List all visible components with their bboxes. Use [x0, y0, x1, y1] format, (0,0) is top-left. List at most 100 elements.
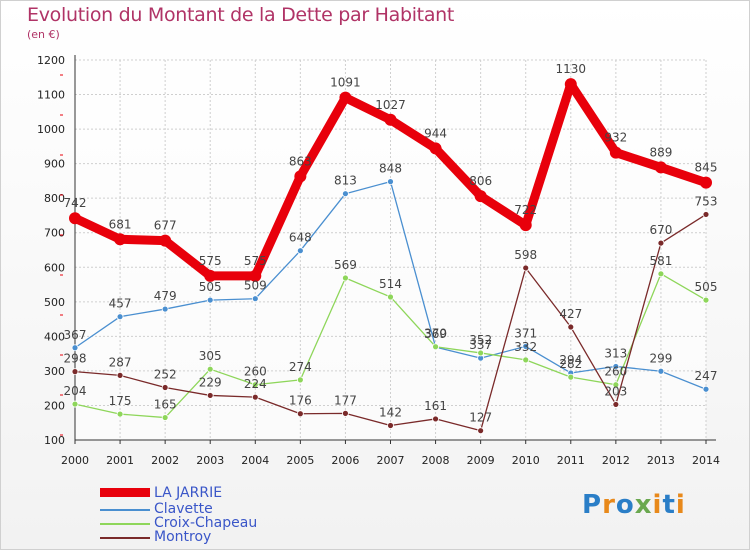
- data-label: 165: [154, 398, 177, 412]
- data-label: 203: [604, 384, 627, 398]
- data-point: [159, 234, 172, 247]
- data-point: [342, 274, 349, 282]
- data-label: 479: [154, 289, 177, 303]
- data-label: 598: [514, 248, 537, 262]
- data-point: [387, 293, 394, 301]
- x-tick-label: 2007: [377, 454, 405, 467]
- y-tick-label: 600: [44, 261, 65, 274]
- x-tick-label: 2013: [647, 454, 675, 467]
- y-tick-label: 800: [44, 192, 65, 205]
- data-label: 313: [604, 346, 627, 360]
- legend-swatch-la-jarrie: [100, 488, 150, 497]
- data-label: 176: [289, 394, 312, 408]
- data-label: 352: [469, 333, 492, 347]
- data-label: 224: [244, 377, 267, 391]
- data-label: 371: [514, 326, 537, 340]
- data-point: [522, 356, 530, 364]
- data-point: [116, 313, 124, 321]
- data-point: [161, 305, 169, 313]
- proxiti-logo: Proxiti: [582, 490, 686, 520]
- data-point: [612, 363, 620, 370]
- data-label: 648: [289, 231, 312, 245]
- data-point: [654, 161, 667, 174]
- data-point: [657, 239, 665, 247]
- x-tick-label: 2009: [467, 454, 495, 467]
- data-point: [296, 410, 304, 418]
- data-point: [296, 376, 304, 384]
- chart-title: Evolution du Montant de la Dette par Hab…: [27, 4, 455, 26]
- y-tick-label: 1100: [37, 89, 65, 102]
- x-tick-label: 2001: [106, 454, 134, 467]
- data-label: 575: [244, 254, 267, 268]
- legend-swatch-croix-chapeau: [100, 523, 150, 525]
- data-label: 260: [244, 365, 267, 379]
- y-tick-label: 100: [44, 434, 65, 447]
- x-tick-label: 2012: [602, 454, 630, 467]
- data-point: [429, 142, 442, 155]
- x-tick-label: 2006: [331, 454, 359, 467]
- data-label: 175: [109, 394, 132, 408]
- data-point: [657, 270, 665, 278]
- data-label: 367: [64, 328, 87, 342]
- data-label: 505: [199, 280, 222, 294]
- data-label: 806: [469, 174, 492, 188]
- data-label: 677: [154, 219, 177, 233]
- data-point: [71, 368, 79, 376]
- data-label: 509: [244, 279, 267, 293]
- y-tick-label: 500: [44, 296, 65, 309]
- data-point: [522, 342, 530, 350]
- series: [69, 78, 712, 435]
- data-point: [387, 422, 394, 429]
- data-point: [612, 401, 620, 408]
- data-label: 670: [649, 223, 672, 237]
- y-tick-label: 1200: [37, 54, 65, 67]
- data-point: [702, 211, 710, 218]
- data-label: 848: [379, 162, 402, 176]
- data-point: [387, 178, 394, 186]
- data-point: [69, 212, 81, 225]
- data-label: 742: [64, 196, 87, 210]
- data-label: 282: [559, 357, 582, 371]
- data-point: [251, 393, 259, 401]
- data-label: 252: [154, 367, 177, 381]
- data-label: 305: [199, 349, 222, 363]
- data-point: [567, 373, 575, 381]
- logo-letter: x: [634, 490, 653, 520]
- data-point: [251, 295, 259, 303]
- data-label: 845: [695, 161, 718, 175]
- data-label: 427: [559, 307, 582, 321]
- data-point: [567, 323, 575, 331]
- data-label: 569: [334, 258, 357, 272]
- data-point: [474, 190, 487, 203]
- chart-subtitle: (en €): [27, 28, 60, 41]
- data-point: [432, 343, 439, 351]
- data-label: 505: [695, 280, 718, 294]
- data-point: [71, 400, 79, 408]
- data-label: 369: [424, 327, 447, 341]
- data-label: 370: [424, 327, 447, 341]
- data-label: 1091: [330, 76, 361, 90]
- y-tick-label: 700: [44, 227, 65, 240]
- data-label: 177: [334, 393, 357, 407]
- data-point: [519, 219, 532, 232]
- data-point: [384, 113, 397, 126]
- data-point: [251, 381, 259, 389]
- data-label: 944: [424, 126, 447, 140]
- y-tick-label: 400: [44, 330, 65, 343]
- data-label: 514: [379, 277, 402, 291]
- x-tick-label: 2000: [61, 454, 89, 467]
- data-label: 332: [514, 340, 537, 354]
- legend-swatch-clavette: [100, 509, 150, 511]
- data-point: [206, 392, 214, 399]
- data-label: 298: [64, 352, 87, 366]
- x-tick-label: 2004: [241, 454, 269, 467]
- data-point: [114, 233, 127, 246]
- data-point: [609, 146, 622, 159]
- logo-letter: P: [582, 490, 603, 520]
- data-label: 1130: [556, 62, 587, 76]
- legend-label-clavette: Clavette: [154, 501, 213, 517]
- legend-label-la-jarrie: LA JARRIE: [154, 485, 223, 501]
- data-point: [564, 78, 577, 91]
- data-point: [249, 269, 262, 282]
